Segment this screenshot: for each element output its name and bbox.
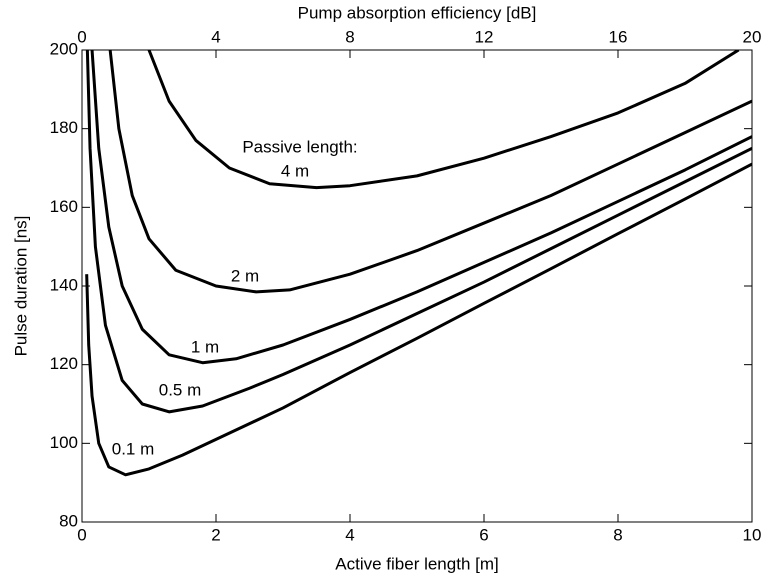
x-axis-label: Active fiber length [m] [335,554,498,573]
y-tick-label: 200 [50,39,78,58]
y-tick-label: 180 [50,118,78,137]
series-label: 0.5 m [159,380,202,399]
x2-axis-label: Pump absorption efficiency [dB] [298,3,537,22]
x-tick-label: 10 [743,525,762,544]
y-tick-label: 120 [50,354,78,373]
x2-tick-label: 12 [475,27,494,46]
x-tick-label: 2 [211,525,220,544]
y-tick-label: 80 [59,511,78,530]
x2-tick-label: 8 [345,27,354,46]
x2-tick-label: 4 [211,27,220,46]
line-series [90,50,752,365]
y-tick-label: 100 [50,433,78,452]
line-series [85,162,752,477]
x2-tick-label: 20 [743,27,762,46]
line-series [108,50,752,294]
line-series [147,50,740,190]
x-tick-label: 6 [479,525,488,544]
x-tick-label: 0 [77,525,86,544]
x2-tick-label: 16 [609,27,628,46]
x-tick-label: 8 [613,525,622,544]
line-series [85,50,752,414]
annotation: Passive length: [242,137,357,156]
y-tick-label: 140 [50,275,78,294]
y-tick-label: 160 [50,197,78,216]
series-label: 0.1 m [112,439,155,458]
series-label: 1 m [191,337,219,356]
x-tick-label: 4 [345,525,354,544]
series-label: 4 m [281,161,309,180]
series-label: 2 m [231,266,259,285]
x2-tick-label: 0 [77,27,86,46]
y-axis-label: Pulse duration [ns] [11,216,30,357]
